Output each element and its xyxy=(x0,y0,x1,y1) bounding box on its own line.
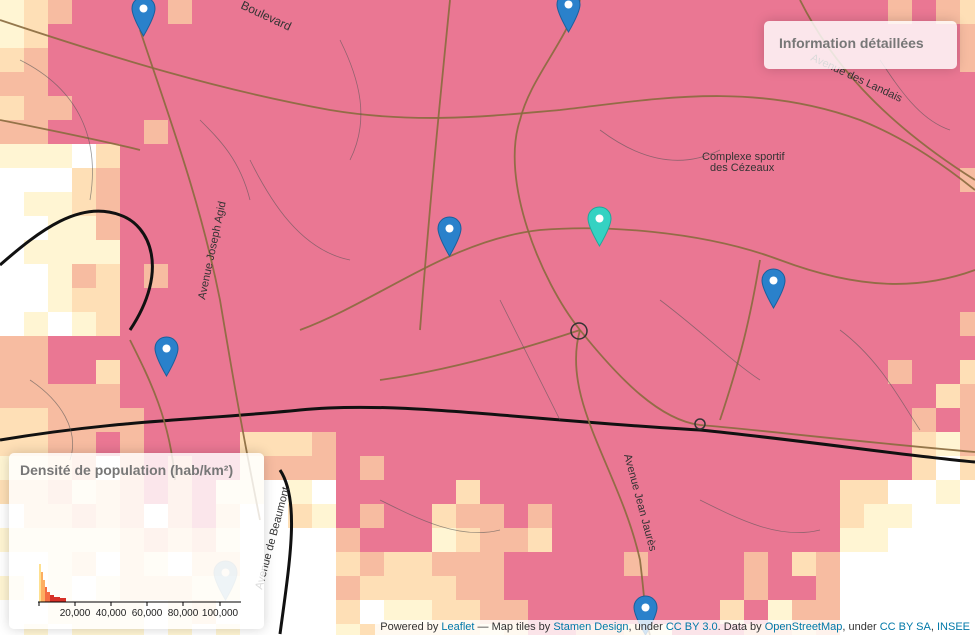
marker-pin-icon xyxy=(437,216,462,257)
info-panel: Information détaillées xyxy=(764,21,957,69)
insee-link[interactable]: INSEE xyxy=(936,621,970,633)
legend-panel: Densité de population (hab/km²) 20,000 40… xyxy=(9,453,264,629)
histogram-bar xyxy=(39,564,41,602)
roundabout xyxy=(694,418,706,430)
cc-by-sa-link[interactable]: CC BY SA xyxy=(879,621,931,633)
histogram-tick-label: 40,000 xyxy=(96,608,127,619)
histogram-bar xyxy=(47,592,50,602)
poi-label-complexe-1: Complexe sportif xyxy=(702,151,785,163)
histogram-tick-label: 100,000 xyxy=(202,608,239,619)
attribution-tiles: — Map tiles by xyxy=(477,621,551,633)
stamen-link[interactable]: Stamen Design xyxy=(553,621,629,633)
attribution-under-2: , under xyxy=(842,621,877,633)
histogram-tick-label: 20,000 xyxy=(60,608,91,619)
info-panel-title: Information détaillées xyxy=(779,35,924,51)
histogram-bar xyxy=(41,572,43,602)
attribution-data-by: . Data by xyxy=(717,621,762,633)
leaflet-link[interactable]: Leaflet xyxy=(441,621,475,633)
histogram-tick-label: 60,000 xyxy=(132,608,163,619)
poi-label-complexe-2: des Cézeaux xyxy=(710,162,775,174)
legend-title: Densité de population (hab/km²) xyxy=(20,462,234,478)
histogram-bar xyxy=(54,597,60,602)
histogram-bar xyxy=(50,595,54,602)
marker-pin-icon xyxy=(587,206,612,247)
marker-pin-icon xyxy=(633,595,658,635)
marker-pin-icon xyxy=(131,0,156,37)
osm-link[interactable]: OpenStreetMap xyxy=(764,621,843,633)
histogram-tick-label: 80,000 xyxy=(168,608,199,619)
roundabout xyxy=(570,322,588,340)
cc-by-link[interactable]: CC BY 3.0 xyxy=(665,621,718,633)
histogram-bar xyxy=(45,587,47,602)
marker-pin-icon xyxy=(154,336,179,377)
attribution-sep: , xyxy=(930,621,934,633)
histogram-bar xyxy=(43,580,45,602)
marker-pin-icon xyxy=(761,268,786,309)
attribution-prefix: Powered by xyxy=(380,621,439,633)
attribution: Powered by Leaflet — Map tiles by Stamen… xyxy=(375,620,975,635)
attribution-under-1: , under xyxy=(628,621,663,633)
marker-pin-icon xyxy=(556,0,581,33)
legend-histogram: 20,000 40,000 60,000 80,000 100,000 xyxy=(38,564,241,619)
histogram-bar xyxy=(60,598,66,602)
